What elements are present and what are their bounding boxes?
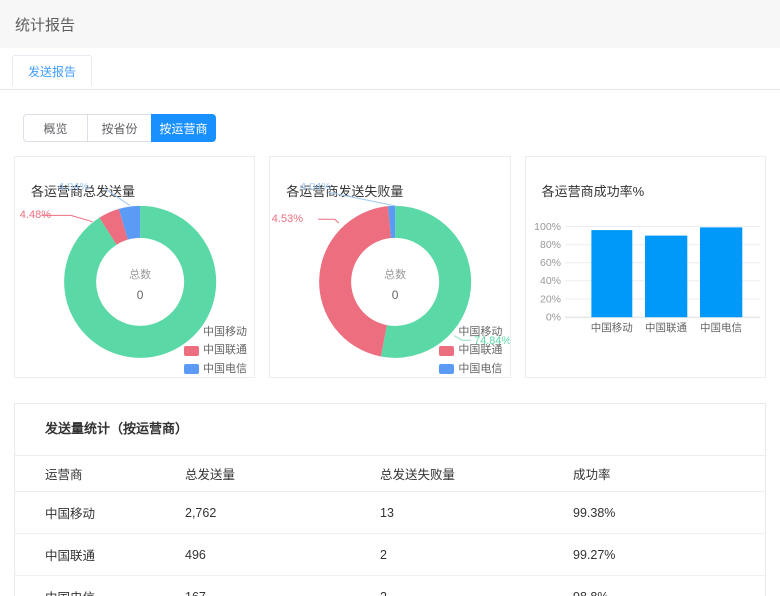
svg-text:0: 0 [137, 288, 144, 302]
svg-text:40%: 40% [540, 275, 561, 287]
svg-text:20%: 20% [540, 294, 561, 306]
svg-text:0%: 0% [545, 312, 560, 324]
svg-text:中国电信: 中国电信 [700, 321, 742, 334]
svg-text:总数: 总数 [129, 267, 151, 281]
svg-text:中国联通: 中国联通 [645, 321, 687, 334]
svg-text:中国移动: 中国移动 [590, 321, 632, 334]
svg-text:4.04%: 4.04% [300, 183, 331, 193]
svg-text:60%: 60% [540, 257, 561, 269]
svg-text:4.04%: 4.04% [58, 183, 89, 193]
svg-text:0: 0 [392, 288, 399, 302]
svg-text:100%: 100% [534, 221, 561, 233]
svg-text:74.84%: 74.84% [474, 335, 510, 347]
svg-text:80%: 80% [540, 239, 561, 251]
svg-text:4.48%: 4.48% [20, 209, 51, 221]
svg-text:总数: 总数 [384, 267, 406, 281]
svg-text:4.53%: 4.53% [272, 213, 303, 225]
